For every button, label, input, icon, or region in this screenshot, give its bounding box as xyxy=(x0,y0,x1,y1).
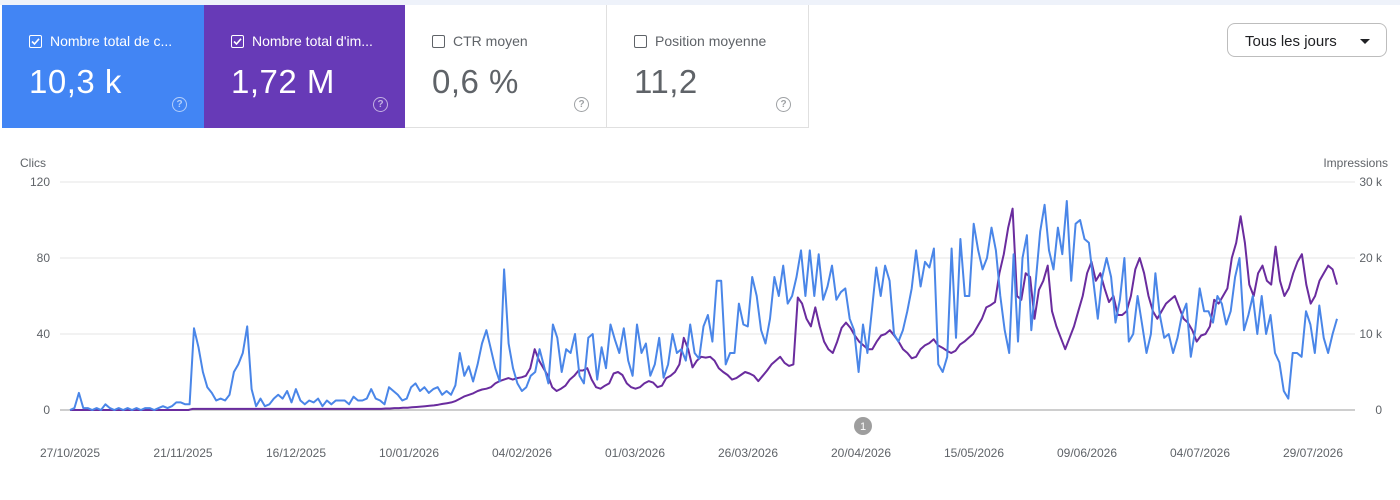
right-tick-label: 20 k xyxy=(1359,251,1383,265)
left-axis-title: Clics xyxy=(20,156,46,170)
x-tick-label: 10/01/2026 xyxy=(379,446,439,460)
impressions-series-line xyxy=(70,207,1338,411)
x-tick-label: 26/03/2026 xyxy=(718,446,778,460)
metric-value: 0,6 % xyxy=(432,63,519,100)
x-tick-label: 29/07/2026 xyxy=(1283,446,1343,460)
metric-value: 11,2 xyxy=(634,63,698,100)
x-tick-label: 04/07/2026 xyxy=(1170,446,1230,460)
x-tick-label: 09/06/2026 xyxy=(1057,446,1117,460)
right-axis-title: Impressions xyxy=(1323,156,1388,170)
checkbox-unchecked-icon[interactable] xyxy=(634,35,647,48)
metric-label: Nombre total de c... xyxy=(50,33,173,49)
metric-card-average-ctr[interactable]: CTR moyen 0,6 % ? xyxy=(405,5,607,128)
metric-card-total-impressions[interactable]: Nombre total d'im... 1,72 M ? xyxy=(204,5,405,128)
x-tick-label: 04/02/2026 xyxy=(492,446,552,460)
annotation-marker-label: 1 xyxy=(860,421,866,433)
top-strip xyxy=(0,0,1400,5)
x-tick-label: 27/10/2025 xyxy=(40,446,100,460)
metric-card-total-clicks[interactable]: Nombre total de c... 10,3 k ? xyxy=(2,5,204,128)
metric-value: 1,72 M xyxy=(231,63,335,100)
clicks-series-line xyxy=(69,200,1338,411)
annotation-marker[interactable]: 1 xyxy=(854,417,872,435)
right-tick-label: 0 xyxy=(1375,403,1382,417)
left-tick-label: 120 xyxy=(30,175,50,189)
help-icon[interactable]: ? xyxy=(172,97,187,112)
metric-card-average-position[interactable]: Position moyenne 11,2 ? xyxy=(607,5,809,128)
annotation-marker-circle[interactable] xyxy=(854,417,872,435)
help-icon[interactable]: ? xyxy=(574,97,589,112)
x-tick-label: 16/12/2025 xyxy=(266,446,326,460)
right-tick-label: 30 k xyxy=(1359,175,1383,189)
metric-label: Nombre total d'im... xyxy=(252,33,373,49)
left-tick-label: 0 xyxy=(43,403,50,417)
x-tick-label: 21/11/2025 xyxy=(153,446,212,460)
date-range-label: Tous les jours xyxy=(1245,33,1337,50)
caret-down-icon xyxy=(1360,39,1370,44)
right-tick-label: 10 k xyxy=(1359,327,1383,341)
x-tick-label: 15/05/2026 xyxy=(944,446,1004,460)
metric-label: CTR moyen xyxy=(453,33,528,49)
checkbox-unchecked-icon[interactable] xyxy=(432,35,445,48)
checkbox-checked-icon[interactable] xyxy=(231,35,244,48)
metric-value: 10,3 k xyxy=(29,63,122,100)
metric-label: Position moyenne xyxy=(655,33,767,49)
date-range-dropdown[interactable]: Tous les jours xyxy=(1227,23,1387,57)
x-tick-label: 20/04/2026 xyxy=(831,446,891,460)
help-icon[interactable]: ? xyxy=(776,97,791,112)
x-tick-label: 01/03/2026 xyxy=(605,446,665,460)
performance-chart: Clics Impressions 0 40 80 120 0 10 k 20 k 30 k… xyxy=(20,156,1388,460)
left-tick-label: 80 xyxy=(37,251,51,265)
checkbox-checked-icon[interactable] xyxy=(29,35,42,48)
left-tick-label: 40 xyxy=(37,327,51,341)
metric-cards: Nombre total de c... 10,3 k ? Nombre tot… xyxy=(2,5,809,128)
help-icon[interactable]: ? xyxy=(373,97,388,112)
